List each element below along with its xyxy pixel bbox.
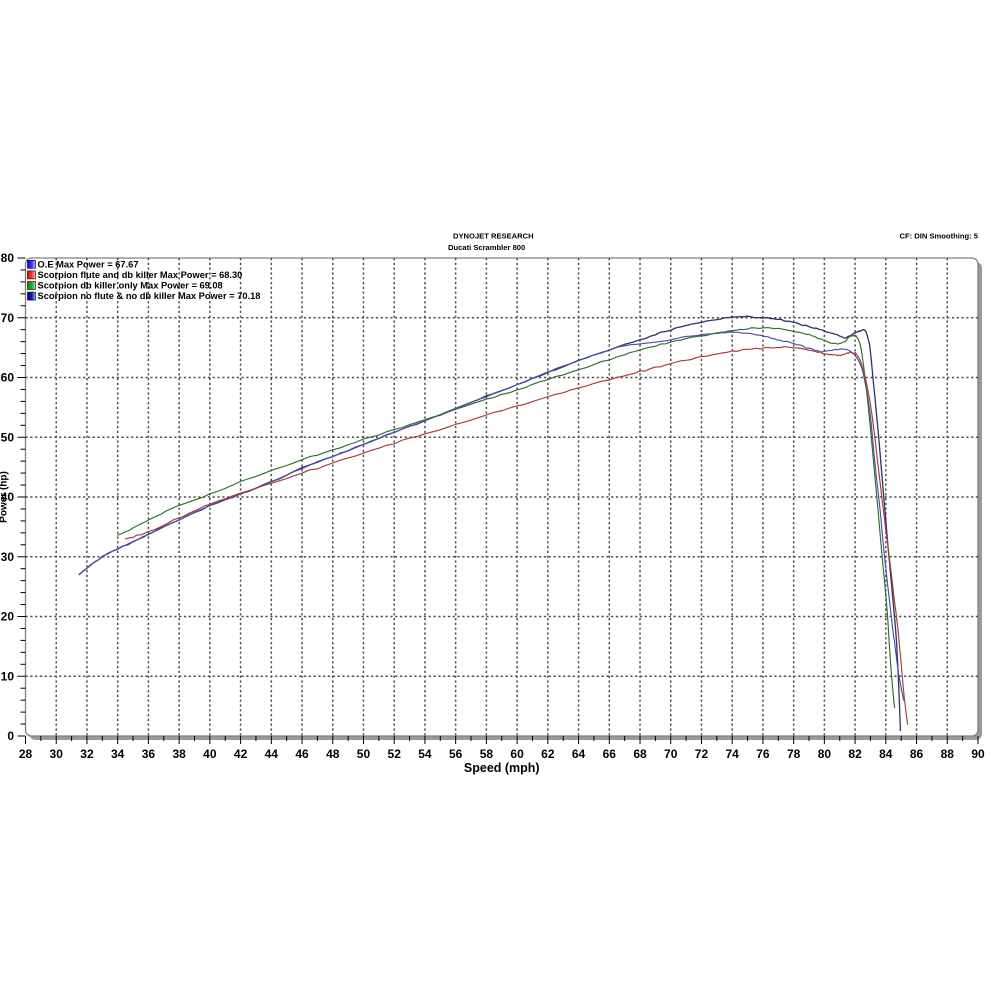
svg-text:28: 28 [19,747,33,761]
svg-text:82: 82 [848,747,862,761]
svg-text:30: 30 [50,747,64,761]
svg-text:66: 66 [603,747,617,761]
svg-text:80: 80 [1,251,15,265]
svg-text:30: 30 [1,550,15,564]
svg-text:60: 60 [1,371,15,385]
svg-text:O.E Max Power = 67.67: O.E Max Power = 67.67 [38,259,139,269]
svg-text:64: 64 [572,747,586,761]
svg-text:48: 48 [326,747,340,761]
svg-text:10: 10 [1,669,15,683]
svg-text:70: 70 [1,311,15,325]
svg-text:78: 78 [787,747,801,761]
svg-text:84: 84 [879,747,893,761]
svg-text:76: 76 [756,747,770,761]
svg-text:88: 88 [941,747,955,761]
svg-text:46: 46 [295,747,309,761]
svg-text:Speed (mph): Speed (mph) [464,761,540,775]
svg-text:20: 20 [1,610,15,624]
svg-text:74: 74 [726,747,740,761]
svg-text:34: 34 [111,747,125,761]
svg-text:38: 38 [172,747,186,761]
svg-text:90: 90 [971,747,985,761]
svg-text:CF: DIN Smoothing: 5: CF: DIN Smoothing: 5 [900,232,979,241]
svg-text:Ducati Scrambler 800: Ducati Scrambler 800 [448,243,525,252]
svg-text:54: 54 [418,747,432,761]
svg-text:56: 56 [449,747,463,761]
svg-text:Scorpion no flute & no db kill: Scorpion no flute & no db killer Max Pow… [38,291,261,301]
svg-text:50: 50 [357,747,371,761]
svg-text:60: 60 [510,747,524,761]
svg-text:58: 58 [480,747,494,761]
svg-text:42: 42 [234,747,248,761]
svg-text:0: 0 [7,729,14,743]
svg-text:36: 36 [142,747,156,761]
svg-text:86: 86 [910,747,924,761]
svg-text:Scorpion flute and db killer M: Scorpion flute and db killer Max Power =… [38,270,243,280]
svg-text:80: 80 [818,747,832,761]
svg-text:DYNOJET RESEARCH: DYNOJET RESEARCH [453,232,534,241]
svg-text:70: 70 [664,747,678,761]
svg-text:50: 50 [1,430,15,444]
svg-text:Scorpion db killer only Max Po: Scorpion db killer only Max Power = 69.0… [38,281,223,291]
svg-text:62: 62 [541,747,555,761]
svg-text:72: 72 [695,747,709,761]
svg-text:52: 52 [388,747,402,761]
svg-text:44: 44 [265,747,279,761]
svg-text:32: 32 [80,747,94,761]
svg-text:Power (hp): Power (hp) [0,471,10,523]
svg-text:68: 68 [633,747,647,761]
svg-text:40: 40 [203,747,217,761]
